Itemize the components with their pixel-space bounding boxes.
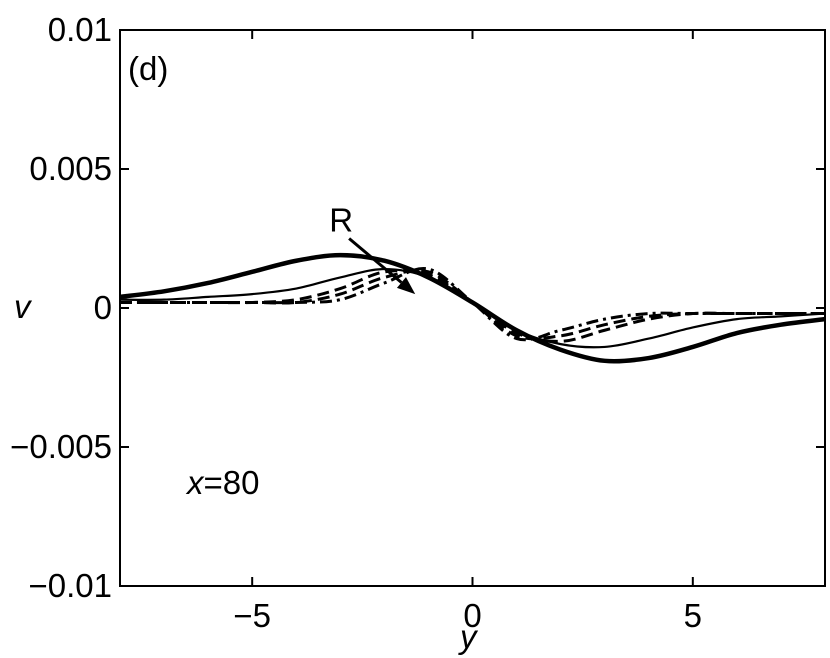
annotation-label: R [329,202,353,239]
y-tick-label: −0.01 [29,567,113,604]
position-value: =80 [204,464,260,501]
y-tick-label: 0.01 [48,11,112,48]
x-tick-label: −5 [233,597,271,634]
position-label: x=80 [185,464,259,501]
series-line-5 [119,267,825,342]
y-axis-label: v [14,288,33,325]
y-tick-label: 0.005 [29,150,112,187]
position-var: x [185,464,205,501]
annotation-layer: R [329,202,416,295]
tick-layer: −5 0 5 −0.01 −0.005 0 0.005 0.01 [10,11,825,634]
x-tick-label: 5 [684,597,702,634]
annotation-arrow-shaft [348,237,403,284]
y-tick-label: 0 [94,289,112,326]
y-tick-label: −0.005 [10,428,112,465]
x-tick-label: 0 [463,597,481,634]
annotation-arrow-head [396,277,416,295]
x-axis-label: y [458,618,479,655]
panel-label: (d) [128,50,168,87]
series-layer [119,252,826,364]
